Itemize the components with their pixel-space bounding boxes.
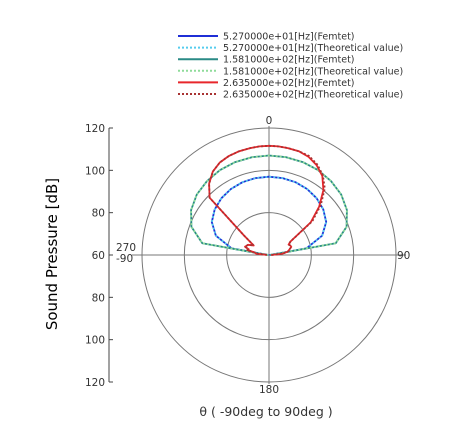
series-line-5 bbox=[208, 144, 326, 256]
radial-tick-label-1: 100 bbox=[85, 165, 105, 177]
radial-tick-label-5: 100 bbox=[85, 335, 105, 347]
angle-labels: 0 90 180 270 -90 bbox=[116, 115, 410, 396]
angle-label-90: 90 bbox=[397, 250, 410, 262]
angle-label-180: 180 bbox=[259, 384, 279, 396]
y-axis-label: Sound Pressure [dB] bbox=[43, 178, 61, 330]
legend-label-0: 5.270000e+01[Hz](Femtet) bbox=[223, 32, 355, 43]
radial-axis: 120 100 80 60 80 100 120 bbox=[85, 123, 113, 389]
series-line-0 bbox=[210, 175, 328, 256]
angle-label-neg90: -90 bbox=[116, 253, 133, 265]
legend: 5.270000e+01[Hz](Femtet)5.270000e+01[Hz]… bbox=[178, 32, 403, 101]
x-axis-label: θ ( -90deg to 90deg ) bbox=[199, 404, 332, 419]
series-line-4 bbox=[208, 144, 325, 256]
polar-grid bbox=[132, 126, 406, 384]
radial-tick-label-6: 120 bbox=[85, 377, 105, 389]
radial-tick-label-4: 80 bbox=[92, 292, 105, 304]
angle-label-0: 0 bbox=[266, 115, 273, 127]
radial-tick-label-2: 80 bbox=[92, 208, 105, 220]
legend-label-1: 5.270000e+01[Hz](Theoretical value) bbox=[223, 43, 403, 54]
series-group bbox=[190, 144, 348, 256]
legend-label-2: 1.581000e+02[Hz](Femtet) bbox=[223, 55, 355, 66]
radial-tick-label-3: 60 bbox=[92, 250, 105, 262]
angle-label-270: 270 bbox=[116, 242, 136, 254]
legend-label-5: 2.635000e+02[Hz](Theoretical value) bbox=[223, 90, 403, 101]
series-line-3 bbox=[190, 154, 348, 256]
radial-tick-label-0: 120 bbox=[85, 123, 105, 135]
legend-label-4: 2.635000e+02[Hz](Femtet) bbox=[223, 78, 355, 89]
legend-label-3: 1.581000e+02[Hz](Theoretical value) bbox=[223, 66, 403, 77]
